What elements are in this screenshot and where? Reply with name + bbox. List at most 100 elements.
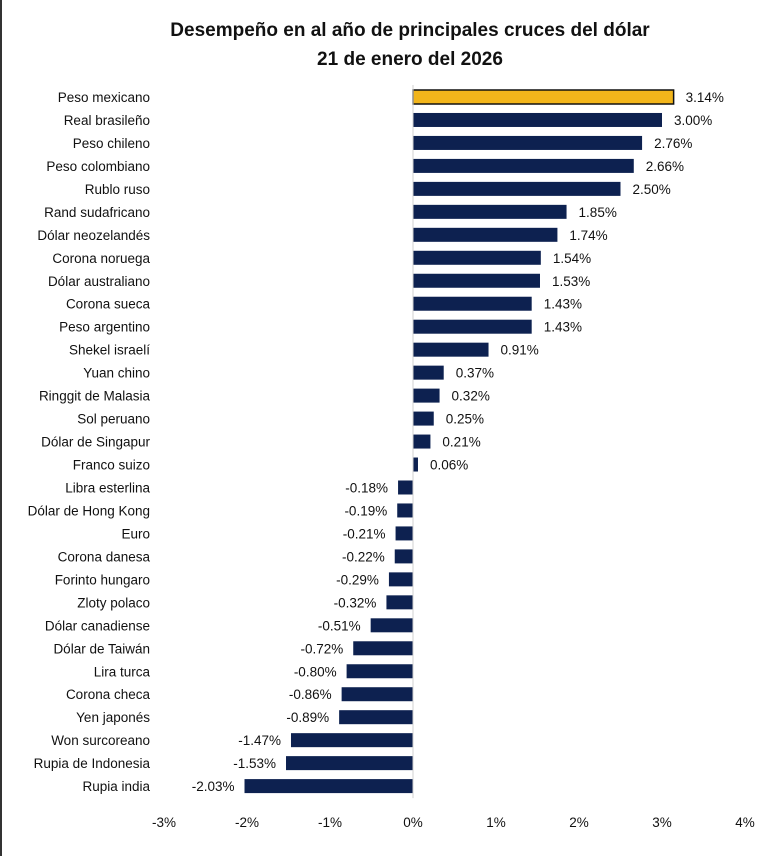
data-label: 0.91% xyxy=(501,343,539,358)
chart-subtitle: 21 de enero del 2026 xyxy=(317,49,503,70)
bar xyxy=(413,204,567,219)
data-label: -0.22% xyxy=(342,549,385,564)
bar xyxy=(397,503,413,518)
data-label: -0.51% xyxy=(318,618,361,633)
bar xyxy=(370,618,413,633)
data-label: 1.85% xyxy=(579,205,617,220)
category-label: Libra esterlina xyxy=(65,480,150,495)
category-label: Corona noruega xyxy=(52,251,150,266)
data-label: 1.43% xyxy=(544,297,582,312)
data-label: -2.03% xyxy=(192,779,235,794)
bar xyxy=(413,319,532,334)
bar xyxy=(413,250,541,265)
data-label: -1.47% xyxy=(238,733,281,748)
category-label: Real brasileño xyxy=(64,113,150,128)
bar xyxy=(346,664,413,679)
x-tick-label: 4% xyxy=(735,815,755,830)
bar xyxy=(413,181,621,196)
category-label: Lira turca xyxy=(94,664,151,679)
bar xyxy=(341,687,413,702)
category-label: Yuan chino xyxy=(83,366,150,381)
bar xyxy=(413,227,558,242)
data-label: 1.54% xyxy=(553,251,591,266)
data-label: 3.00% xyxy=(674,113,712,128)
category-label: Peso colombiano xyxy=(46,159,150,174)
bar xyxy=(413,388,440,403)
bar xyxy=(413,135,643,150)
data-label: 2.76% xyxy=(654,136,692,151)
category-label: Forinto hungaro xyxy=(55,572,150,587)
bar xyxy=(398,480,413,495)
category-label: Rublo ruso xyxy=(85,182,150,197)
data-label: -0.18% xyxy=(345,480,388,495)
category-label: Corona sueca xyxy=(66,297,151,312)
data-label: 3.14% xyxy=(686,90,724,105)
bar xyxy=(386,595,413,610)
x-tick-label: -3% xyxy=(152,815,176,830)
category-label: Dólar de Taiwán xyxy=(53,641,150,656)
x-tick-label: -2% xyxy=(235,815,259,830)
bar xyxy=(413,112,662,127)
bar xyxy=(413,296,532,311)
category-label: Shekel israelí xyxy=(69,343,150,358)
x-tick-label: 1% xyxy=(486,815,506,830)
data-label: 0.32% xyxy=(452,389,490,404)
data-label: 1.43% xyxy=(544,320,582,335)
category-label: Corona checa xyxy=(66,687,151,702)
bar xyxy=(413,411,434,426)
bar xyxy=(413,434,431,449)
category-label: Dólar australiano xyxy=(48,274,150,289)
category-label: Sol peruano xyxy=(77,412,150,427)
chart-title: Desempeño en al año de principales cruce… xyxy=(170,20,650,41)
data-label: -0.89% xyxy=(286,710,329,725)
category-label: Won surcoreano xyxy=(51,733,150,748)
category-label: Peso mexicano xyxy=(58,90,150,105)
data-label: -0.32% xyxy=(334,595,377,610)
bar xyxy=(394,549,413,564)
data-label: -0.19% xyxy=(344,503,387,518)
category-label: Zloty polaco xyxy=(77,595,150,610)
data-label: -0.80% xyxy=(294,664,337,679)
data-label: 0.37% xyxy=(456,366,494,381)
bar xyxy=(290,733,413,748)
data-label: 2.50% xyxy=(633,182,671,197)
x-tick-label: 2% xyxy=(569,815,589,830)
category-label: Euro xyxy=(121,526,150,541)
bar xyxy=(286,756,413,771)
data-label: 0.25% xyxy=(446,412,484,427)
data-label: 1.53% xyxy=(552,274,590,289)
category-label: Ringgit de Malasia xyxy=(39,389,151,404)
category-label: Peso argentino xyxy=(59,320,150,335)
data-label: 0.21% xyxy=(442,435,480,450)
category-label: Dólar de Hong Kong xyxy=(28,503,150,518)
image-border xyxy=(0,0,2,856)
data-label: -0.72% xyxy=(300,641,343,656)
data-label: -0.86% xyxy=(289,687,332,702)
bar xyxy=(244,779,413,794)
bar xyxy=(413,273,540,288)
bar xyxy=(413,365,444,380)
category-label: Yen japonés xyxy=(76,710,150,725)
category-label: Dólar neozelandés xyxy=(37,228,150,243)
bar xyxy=(413,158,634,173)
bar xyxy=(353,641,413,656)
data-label: 0.06% xyxy=(430,458,468,473)
category-label: Rupia india xyxy=(82,779,150,794)
category-label: Rupia de Indonesia xyxy=(34,756,151,771)
x-tick-label: -1% xyxy=(318,815,342,830)
category-label: Dólar canadiense xyxy=(45,618,150,633)
data-label: -0.21% xyxy=(343,526,386,541)
category-label: Rand sudafricano xyxy=(44,205,150,220)
bar xyxy=(413,457,418,472)
category-label: Dólar de Singapur xyxy=(41,435,150,450)
bar xyxy=(395,526,413,541)
data-label: -0.29% xyxy=(336,572,379,587)
data-label: -1.53% xyxy=(233,756,276,771)
category-label: Corona danesa xyxy=(58,549,151,564)
category-label: Peso chileno xyxy=(73,136,150,151)
data-label: 2.66% xyxy=(646,159,684,174)
bar xyxy=(388,572,413,587)
x-tick-label: 0% xyxy=(403,815,423,830)
bar xyxy=(412,89,675,105)
